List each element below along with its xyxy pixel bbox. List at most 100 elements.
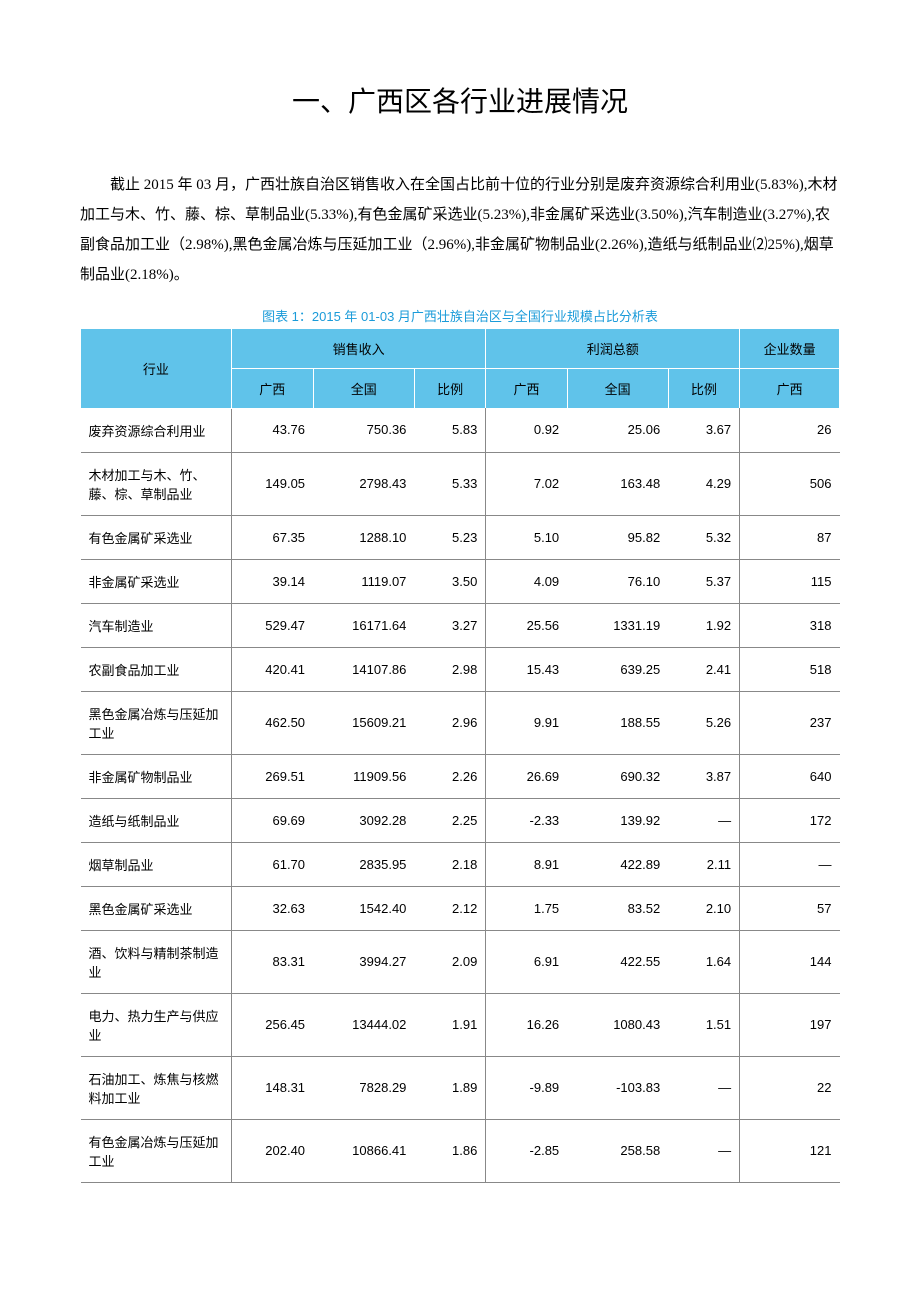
- cell-rev-nat: 3092.28: [313, 798, 414, 842]
- cell-prof-ratio: 2.41: [668, 647, 739, 691]
- cell-prof-gx: 16.26: [486, 993, 567, 1056]
- cell-rev-ratio: 2.25: [414, 798, 485, 842]
- cell-prof-nat: 95.82: [567, 515, 668, 559]
- table-row: 造纸与纸制品业69.693092.282.25-2.33139.92—172: [81, 798, 840, 842]
- cell-industry: 黑色金属矿采选业: [81, 886, 232, 930]
- table-row: 有色金属矿采选业67.351288.105.235.1095.825.3287: [81, 515, 840, 559]
- cell-prof-gx: -9.89: [486, 1056, 567, 1119]
- cell-rev-gx: 83.31: [231, 930, 313, 993]
- table-row: 非金属矿采选业39.141119.073.504.0976.105.37115: [81, 559, 840, 603]
- cell-rev-ratio: 1.89: [414, 1056, 485, 1119]
- cell-prof-ratio: 3.67: [668, 408, 739, 452]
- cell-rev-gx: 269.51: [231, 754, 313, 798]
- table-caption: 图表 1：2015 年 01-03 月广西壮族自治区与全国行业规模占比分析表: [80, 306, 840, 325]
- cell-ent: 115: [740, 559, 840, 603]
- cell-rev-ratio: 2.12: [414, 886, 485, 930]
- cell-rev-nat: 1542.40: [313, 886, 414, 930]
- cell-rev-gx: 149.05: [231, 452, 313, 515]
- table-body: 废弃资源综合利用业43.76750.365.830.9225.063.6726木…: [81, 408, 840, 1182]
- cell-ent: 22: [740, 1056, 840, 1119]
- colgroup-profit: 利润总额: [486, 329, 740, 369]
- col-prof-gx: 广西: [486, 369, 567, 409]
- cell-prof-gx: -2.33: [486, 798, 567, 842]
- cell-prof-ratio: 3.87: [668, 754, 739, 798]
- cell-ent: 237: [740, 691, 840, 754]
- cell-ent: 87: [740, 515, 840, 559]
- cell-industry: 造纸与纸制品业: [81, 798, 232, 842]
- cell-prof-gx: -2.85: [486, 1119, 567, 1182]
- cell-ent: 197: [740, 993, 840, 1056]
- cell-industry: 酒、饮料与精制茶制造业: [81, 930, 232, 993]
- cell-rev-gx: 32.63: [231, 886, 313, 930]
- cell-rev-ratio: 3.27: [414, 603, 485, 647]
- cell-ent: 121: [740, 1119, 840, 1182]
- cell-rev-gx: 202.40: [231, 1119, 313, 1182]
- cell-industry: 电力、热力生产与供应业: [81, 993, 232, 1056]
- cell-prof-gx: 9.91: [486, 691, 567, 754]
- table-header: 行业 销售收入 利润总额 企业数量 广西 全国 比例 广西 全国 比例 广西: [81, 329, 840, 408]
- col-industry: 行业: [81, 329, 232, 408]
- cell-ent: 172: [740, 798, 840, 842]
- cell-prof-gx: 4.09: [486, 559, 567, 603]
- cell-rev-nat: 1288.10: [313, 515, 414, 559]
- intro-paragraph: 截止 2015 年 03 月，广西壮族自治区销售收入在全国占比前十位的行业分别是…: [80, 170, 840, 290]
- col-rev-gx: 广西: [231, 369, 313, 409]
- cell-prof-ratio: 4.29: [668, 452, 739, 515]
- cell-prof-ratio: 5.37: [668, 559, 739, 603]
- cell-rev-nat: 16171.64: [313, 603, 414, 647]
- cell-rev-nat: 10866.41: [313, 1119, 414, 1182]
- cell-prof-ratio: —: [668, 1056, 739, 1119]
- cell-prof-ratio: 5.26: [668, 691, 739, 754]
- cell-rev-ratio: 5.33: [414, 452, 485, 515]
- col-rev-ratio: 比例: [414, 369, 485, 409]
- cell-industry: 非金属矿采选业: [81, 559, 232, 603]
- cell-rev-gx: 39.14: [231, 559, 313, 603]
- cell-ent: 318: [740, 603, 840, 647]
- cell-industry: 木材加工与木、竹、藤、棕、草制品业: [81, 452, 232, 515]
- cell-ent: 57: [740, 886, 840, 930]
- cell-rev-ratio: 1.86: [414, 1119, 485, 1182]
- table-row: 非金属矿物制品业269.5111909.562.2626.69690.323.8…: [81, 754, 840, 798]
- cell-ent: 518: [740, 647, 840, 691]
- cell-prof-nat: 422.55: [567, 930, 668, 993]
- cell-rev-gx: 43.76: [231, 408, 313, 452]
- cell-ent: 26: [740, 408, 840, 452]
- cell-rev-nat: 2835.95: [313, 842, 414, 886]
- cell-prof-nat: 258.58: [567, 1119, 668, 1182]
- cell-prof-nat: 1080.43: [567, 993, 668, 1056]
- cell-rev-nat: 13444.02: [313, 993, 414, 1056]
- cell-rev-nat: 15609.21: [313, 691, 414, 754]
- cell-prof-nat: 1331.19: [567, 603, 668, 647]
- cell-rev-nat: 750.36: [313, 408, 414, 452]
- cell-industry: 烟草制品业: [81, 842, 232, 886]
- cell-rev-gx: 61.70: [231, 842, 313, 886]
- cell-industry: 废弃资源综合利用业: [81, 408, 232, 452]
- table-row: 烟草制品业61.702835.952.188.91422.892.11—: [81, 842, 840, 886]
- cell-rev-ratio: 2.09: [414, 930, 485, 993]
- cell-prof-nat: 639.25: [567, 647, 668, 691]
- cell-industry: 有色金属矿采选业: [81, 515, 232, 559]
- cell-ent: 640: [740, 754, 840, 798]
- cell-rev-nat: 2798.43: [313, 452, 414, 515]
- colgroup-revenue: 销售收入: [231, 329, 486, 369]
- table-row: 有色金属冶炼与压延加工业202.4010866.411.86-2.85258.5…: [81, 1119, 840, 1182]
- colgroup-enterprises: 企业数量: [740, 329, 840, 369]
- cell-prof-gx: 0.92: [486, 408, 567, 452]
- cell-prof-ratio: 1.64: [668, 930, 739, 993]
- table-row: 木材加工与木、竹、藤、棕、草制品业149.052798.435.337.0216…: [81, 452, 840, 515]
- cell-rev-gx: 462.50: [231, 691, 313, 754]
- cell-prof-nat: 83.52: [567, 886, 668, 930]
- cell-rev-ratio: 5.83: [414, 408, 485, 452]
- cell-industry: 农副食品加工业: [81, 647, 232, 691]
- cell-rev-nat: 14107.86: [313, 647, 414, 691]
- industry-table: 行业 销售收入 利润总额 企业数量 广西 全国 比例 广西 全国 比例 广西 废…: [80, 329, 840, 1183]
- cell-rev-ratio: 2.98: [414, 647, 485, 691]
- cell-prof-gx: 25.56: [486, 603, 567, 647]
- cell-prof-nat: 690.32: [567, 754, 668, 798]
- table-row: 废弃资源综合利用业43.76750.365.830.9225.063.6726: [81, 408, 840, 452]
- cell-prof-gx: 15.43: [486, 647, 567, 691]
- cell-prof-gx: 1.75: [486, 886, 567, 930]
- cell-rev-gx: 420.41: [231, 647, 313, 691]
- cell-rev-ratio: 2.26: [414, 754, 485, 798]
- cell-prof-ratio: —: [668, 798, 739, 842]
